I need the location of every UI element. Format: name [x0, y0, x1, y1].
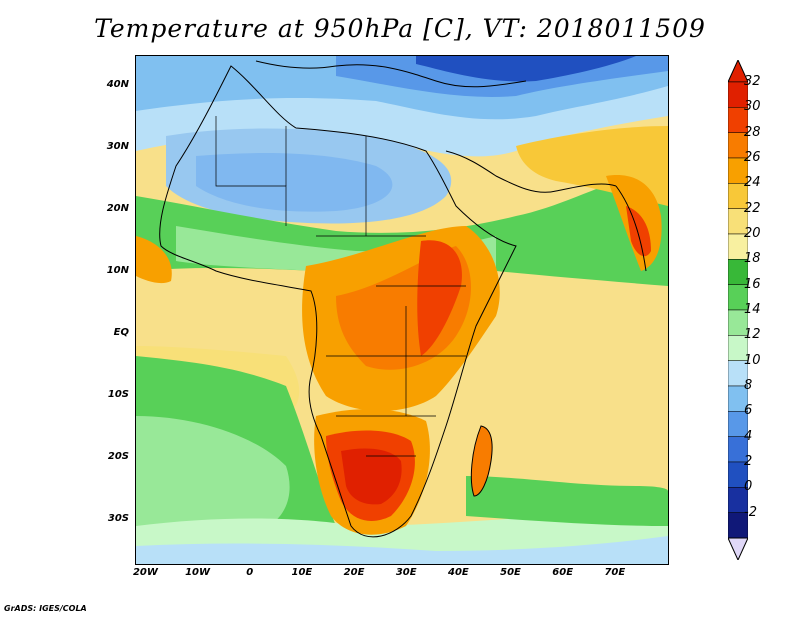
lon-label: 10W: [185, 567, 211, 578]
colorbar-label: -2: [744, 504, 757, 520]
lat-label: 30S: [107, 512, 129, 524]
colorbar-label: 4: [744, 428, 753, 444]
lat-label: EQ: [113, 326, 129, 338]
colorbar-label: 32: [744, 74, 761, 89]
colorbar-label: 2: [744, 454, 753, 469]
lat-label: 30N: [106, 140, 129, 152]
lon-label: 30E: [395, 567, 417, 578]
lon-label: 20E: [343, 567, 365, 578]
lat-label: 20S: [107, 450, 129, 462]
colorbar-label: 18: [744, 251, 761, 267]
colorbar-label: 14: [744, 302, 761, 317]
credit-label: GrADS: IGES/COLA: [4, 604, 87, 613]
colorbar-label: 8: [744, 378, 753, 393]
lat-label: 10N: [106, 264, 129, 276]
lat-label: 10S: [107, 388, 129, 400]
temperature-field: [136, 56, 668, 564]
lon-label: 20W: [132, 567, 158, 578]
lon-label: 10E: [291, 567, 313, 578]
colorbar-bottom-arrow: [728, 537, 748, 560]
colorbar-label: 20: [744, 226, 761, 241]
lon-label: 0: [246, 567, 254, 578]
colorbar-label: 26: [744, 150, 761, 165]
colorbar-label: 0: [744, 479, 753, 495]
lon-label: 50E: [500, 567, 521, 578]
colorbar-label: 30: [744, 99, 761, 115]
lat-label: 20N: [106, 202, 129, 214]
lat-label: 40N: [106, 78, 129, 90]
colorbar-label: 10: [744, 352, 761, 368]
lon-label: 40E: [447, 567, 469, 578]
map-title: Temperature at 950hPa [C], VT: 201801150…: [94, 14, 706, 43]
temperature-map: [135, 55, 669, 565]
lon-label: 70E: [604, 567, 626, 578]
lon-label: 60E: [552, 567, 574, 578]
colorbar-label: 24: [744, 175, 761, 191]
colorbar-label: 28: [744, 124, 761, 140]
colorbar-label: 22: [744, 200, 761, 216]
colorbar: [728, 60, 748, 560]
colorbar-label: 6: [744, 403, 753, 419]
colorbar-label: 12: [744, 327, 761, 343]
colorbar-label: 16: [744, 276, 761, 292]
